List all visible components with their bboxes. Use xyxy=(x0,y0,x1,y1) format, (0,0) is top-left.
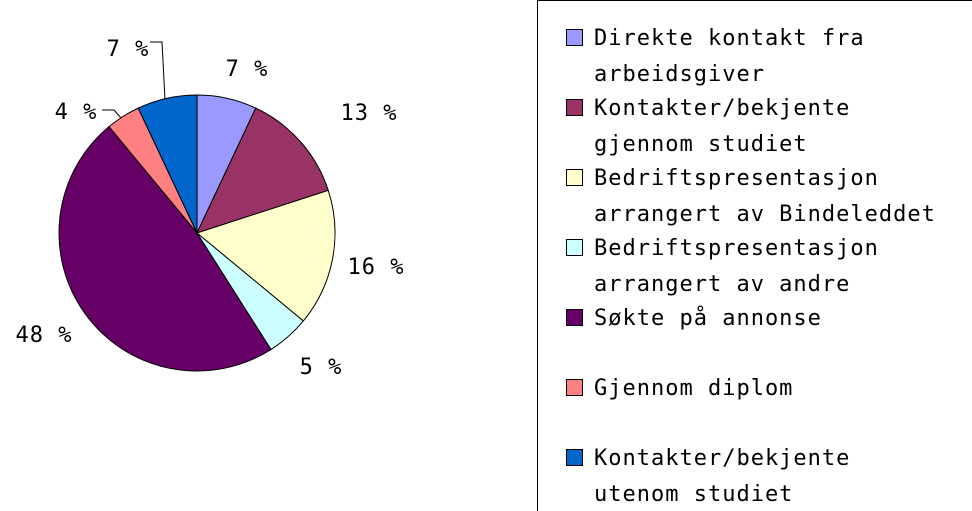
legend-item: Gjennom diplom xyxy=(566,371,946,407)
pie-slice xyxy=(137,94,198,234)
data-label: 48 % xyxy=(16,323,73,348)
legend-item: Kontakter/bekjente gjennom studiet xyxy=(566,91,946,163)
data-label: 5 % xyxy=(300,355,343,380)
legend-swatch xyxy=(566,169,583,186)
leader-line xyxy=(102,109,122,119)
legend-item: Bedriftspresentasjon arrangert av andre xyxy=(566,231,946,303)
pie-slice xyxy=(195,189,336,322)
legend-label: Direkte kontakt fra arbeidsgiver xyxy=(594,26,865,87)
legend-swatch xyxy=(566,379,583,396)
legend-label: Kontakter/bekjente utenom studiet xyxy=(594,446,851,507)
data-label: 7 % xyxy=(107,37,150,62)
data-label: 13 % xyxy=(341,101,398,126)
pie-slice xyxy=(196,107,329,234)
pie-slice xyxy=(58,125,272,372)
legend-swatch xyxy=(566,449,583,466)
legend-swatch xyxy=(566,99,583,116)
legend-swatch xyxy=(566,29,583,46)
legend-item: Søkte på annonse xyxy=(566,301,946,337)
legend-label: Bedriftspresentasjon arrangert av andre xyxy=(594,236,879,297)
pie-area: 7 % 13 % 16 % 5 % 48 % 4 % 7 % xyxy=(16,37,405,380)
legend-item: Kontakter/bekjente utenom studiet xyxy=(566,441,946,511)
data-label: 4 % xyxy=(55,100,98,125)
leader-line xyxy=(150,41,166,101)
legend-swatch xyxy=(566,309,583,326)
legend-item: Direkte kontakt fra arbeidsgiver xyxy=(566,21,946,93)
data-label: 16 % xyxy=(348,255,405,280)
legend: Direkte kontakt fra arbeidsgiver Kontakte… xyxy=(537,0,972,511)
legend-item: Bedriftspresentasjon arrangert av Bindel… xyxy=(566,161,946,233)
legend-label: Gjennom diplom xyxy=(594,376,794,401)
data-label: 7 % xyxy=(226,57,269,82)
legend-label: Bedriftspresentasjon arrangert av Bindel… xyxy=(594,166,936,227)
legend-label: Søkte på annonse xyxy=(594,306,822,331)
legend-swatch xyxy=(566,239,583,256)
legend-label: Kontakter/bekjente gjennom studiet xyxy=(594,96,851,157)
